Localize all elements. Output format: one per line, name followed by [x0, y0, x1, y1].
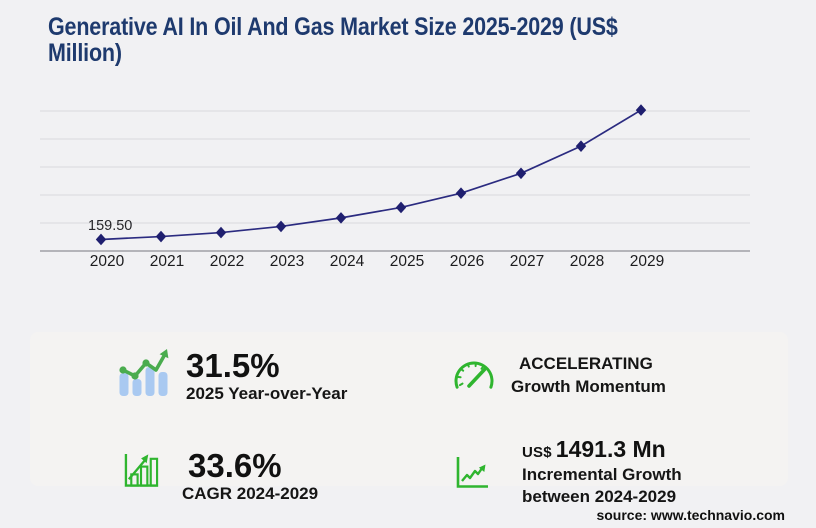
- data-point-marker: [455, 187, 467, 199]
- data-point-marker: [575, 140, 587, 152]
- yoy-growth-value: 31.5%: [186, 347, 280, 384]
- x-tick-label: 2029: [630, 253, 664, 270]
- data-point-marker: [95, 233, 107, 246]
- source-attribution: source: www.technavio.com: [596, 507, 785, 523]
- incremental-growth-label-line1: Incremental Growth: [522, 465, 682, 484]
- x-tick-label: 2021: [150, 253, 184, 270]
- x-tick-label: 2027: [510, 253, 544, 270]
- data-point-marker: [635, 104, 647, 116]
- x-tick-label: 2024: [330, 253, 365, 270]
- cagr-label: CAGR 2024-2029: [182, 484, 319, 503]
- x-tick-label: 2026: [450, 253, 484, 270]
- page-title: Generative AI In Oil And Gas Market Size…: [48, 14, 753, 66]
- x-tick-label: 2020: [90, 253, 125, 270]
- incremental-growth-value: 1491.3 Mn: [555, 436, 666, 462]
- cagr-value: 33.6%: [188, 447, 282, 484]
- data-point-marker: [155, 230, 167, 243]
- x-tick-label: 2023: [270, 253, 304, 270]
- chart-canvas: 2020 2021 2022 2023 2024 2025 2026 2027 2028 2029…: [40, 104, 750, 270]
- incremental-growth-value-row: US$ 1491.3 Mn: [522, 436, 666, 463]
- bar-line-growth-icon: [118, 346, 172, 403]
- momentum-status: ACCELERATING: [519, 354, 653, 373]
- currency-prefix: US$: [522, 444, 552, 461]
- yoy-growth-label: 2025 Year-over-Year: [186, 384, 348, 403]
- growth-bars-icon: [123, 452, 160, 493]
- data-point-marker: [215, 226, 227, 239]
- momentum-label: Growth Momentum: [511, 377, 666, 396]
- page-title-line2: Million): [48, 39, 122, 67]
- page-title-line1: Generative AI In Oil And Gas Market Size…: [48, 13, 618, 41]
- x-tick-label: 2028: [570, 253, 604, 270]
- data-point-marker: [275, 220, 287, 233]
- speedometer-icon: [451, 355, 497, 402]
- x-tick-label: 2022: [210, 253, 244, 270]
- market-size-line-chart: 2020 2021 2022 2023 2024 2025 2026 2027 2028 2029…: [30, 98, 790, 276]
- data-point-marker: [395, 201, 407, 214]
- data-point-marker: [515, 167, 527, 180]
- trend-arrow-icon: [455, 456, 489, 494]
- data-point-marker: [335, 212, 347, 224]
- trend-line: [100, 109, 642, 241]
- first-point-value-label: 159.50: [88, 218, 132, 234]
- incremental-growth-label-line2: between 2024-2029: [522, 487, 677, 506]
- x-tick-label: 2025: [390, 253, 424, 270]
